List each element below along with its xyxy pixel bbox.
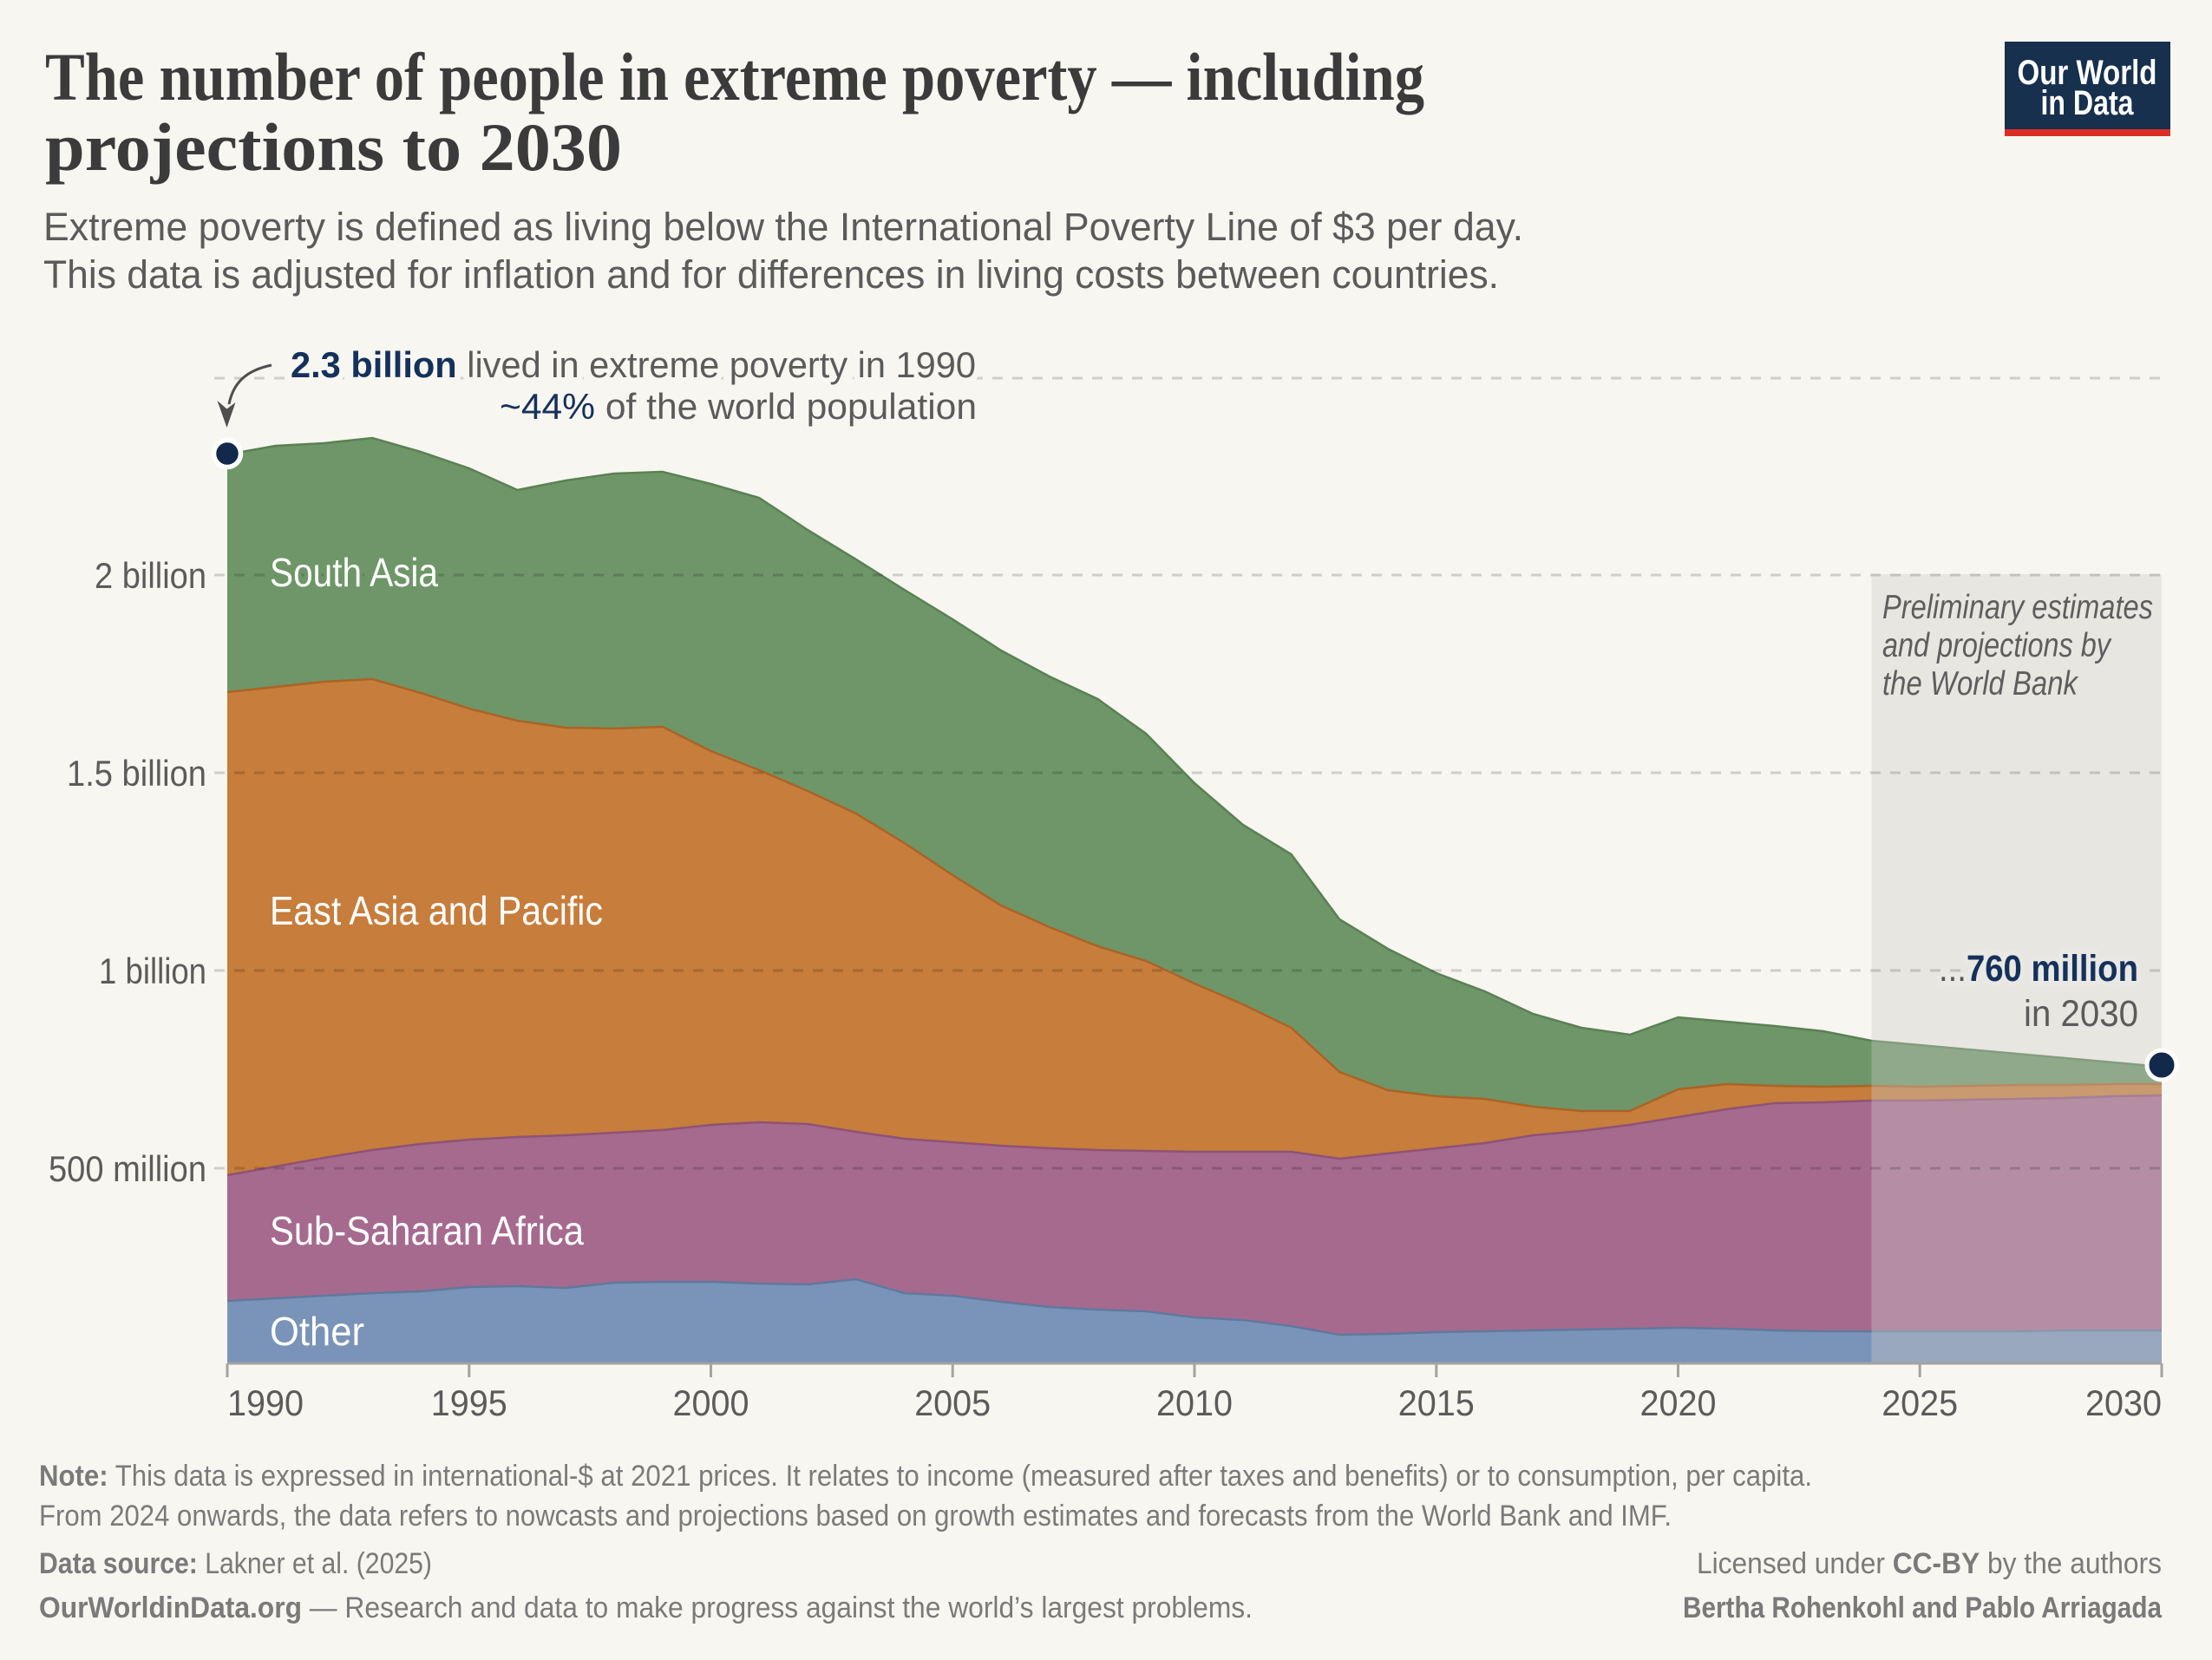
- svg-text:OurWorldinData.org — Research: OurWorldinData.org — Research and data t…: [39, 1591, 1253, 1624]
- svg-text:Sub-Saharan Africa: Sub-Saharan Africa: [270, 1208, 584, 1253]
- svg-text:South Asia: South Asia: [270, 550, 438, 595]
- svg-text:2025: 2025: [1882, 1382, 1958, 1423]
- svg-text:the World Bank: the World Bank: [1882, 665, 2079, 703]
- svg-text:in Data: in Data: [2041, 84, 2135, 122]
- svg-text:Licensed under CC-BY by the au: Licensed under CC-BY by the authors: [1697, 1547, 2162, 1580]
- svg-text:This data is adjusted for infl: This data is adjusted for inflation and …: [43, 252, 1499, 297]
- svg-text:500 million: 500 million: [49, 1148, 206, 1189]
- svg-text:projections to 2030: projections to 2030: [45, 109, 622, 185]
- svg-text:The number of people in extrem: The number of people in extreme poverty …: [45, 39, 1424, 114]
- svg-text:1.5 billion: 1.5 billion: [67, 753, 206, 794]
- svg-text:Extreme poverty is defined as: Extreme poverty is defined as living bel…: [43, 205, 1523, 249]
- svg-text:and projections by: and projections by: [1882, 627, 2112, 664]
- svg-text:2.3 billion lived in extreme p: 2.3 billion lived in extreme poverty in …: [291, 344, 976, 385]
- svg-text:2030: 2030: [2085, 1382, 2162, 1423]
- svg-text:2010: 2010: [1156, 1382, 1233, 1423]
- svg-text:2020: 2020: [1640, 1382, 1717, 1423]
- svg-text:~44% of the world population: ~44% of the world population: [500, 386, 977, 427]
- svg-text:2015: 2015: [1398, 1382, 1475, 1423]
- svg-text:Note: This data is expressed i: Note: This data is expressed in internat…: [39, 1460, 1812, 1493]
- svg-text:From 2024 onwards, the data re: From 2024 onwards, the data refers to no…: [39, 1500, 1672, 1533]
- svg-text:...760 million: ...760 million: [1939, 948, 2138, 990]
- svg-text:Data source: Lakner et al. (20: Data source: Lakner et al. (2025): [39, 1547, 432, 1580]
- svg-text:1995: 1995: [431, 1382, 507, 1423]
- svg-text:Preliminary estimates: Preliminary estimates: [1882, 589, 2153, 626]
- svg-text:1990: 1990: [227, 1382, 304, 1423]
- svg-text:Bertha Rohenkohl and Pablo Arr: Bertha Rohenkohl and Pablo Arriagada: [1683, 1591, 2163, 1624]
- svg-text:Other: Other: [270, 1309, 364, 1354]
- svg-text:in 2030: in 2030: [2024, 993, 2138, 1035]
- svg-text:East Asia and Pacific: East Asia and Pacific: [270, 888, 603, 933]
- svg-text:2005: 2005: [914, 1382, 991, 1423]
- svg-text:2000: 2000: [673, 1382, 749, 1423]
- svg-text:1 billion: 1 billion: [99, 951, 206, 991]
- svg-text:Our World: Our World: [2018, 54, 2157, 92]
- svg-text:2 billion: 2 billion: [95, 555, 206, 596]
